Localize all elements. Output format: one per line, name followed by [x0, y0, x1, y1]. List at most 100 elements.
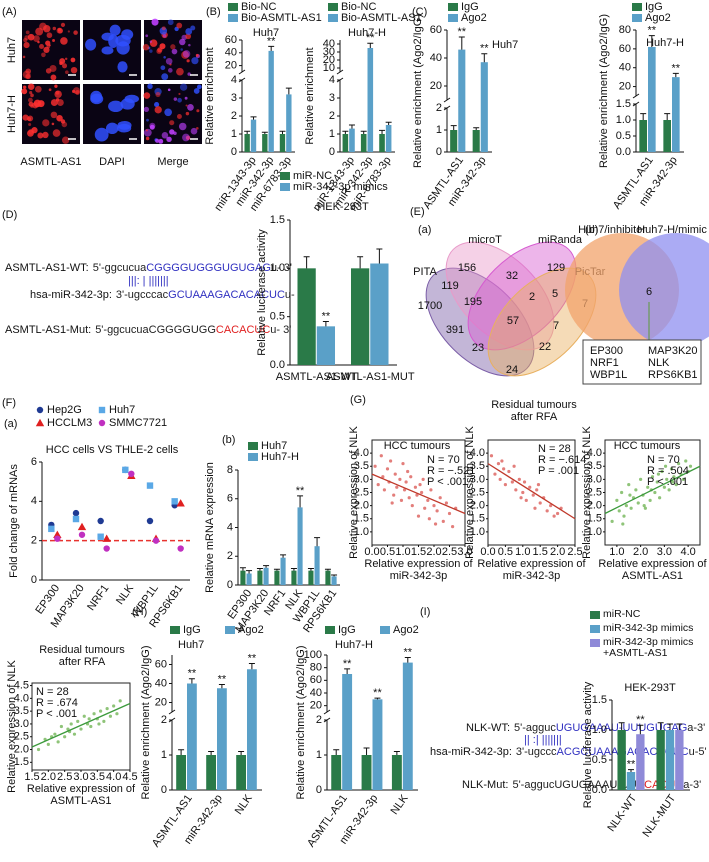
signal	[61, 136, 70, 144]
bar	[206, 755, 216, 790]
venn-count: 24	[506, 364, 518, 376]
error-bar	[676, 723, 683, 730]
signal	[166, 136, 172, 143]
error-bar	[404, 657, 411, 663]
point	[105, 706, 109, 711]
y-tick-label: 2.0	[587, 500, 602, 512]
fit-line	[371, 473, 466, 515]
bar	[626, 772, 636, 790]
venn-count: 23	[472, 342, 484, 354]
point	[89, 724, 93, 729]
significance: **	[296, 485, 305, 497]
signal	[171, 48, 178, 55]
bar	[360, 134, 367, 152]
y-tick-label: 20	[225, 60, 237, 72]
chart-title: HEK-293T	[317, 201, 369, 213]
x-axis-title: Relative expression of ASMTL-AS1	[26, 784, 136, 807]
signal	[50, 99, 58, 106]
error-bar	[188, 678, 195, 684]
point	[639, 477, 643, 481]
significance: **	[322, 310, 331, 322]
venn-count: 57	[507, 315, 519, 327]
x-tick-label: 1.0	[515, 546, 530, 558]
sequence-part: 3'-ugccc	[516, 746, 557, 758]
sequence-label: ASMTL-AS1-WT:	[5, 262, 89, 274]
bar	[274, 570, 280, 585]
bar	[450, 130, 458, 152]
sequence-part: a-3'	[687, 722, 705, 734]
point	[447, 511, 452, 516]
stat-label: R = −.614	[538, 454, 586, 466]
point	[536, 483, 541, 487]
point	[43, 737, 47, 741]
stat-label: P < .001	[36, 708, 77, 720]
point	[376, 483, 380, 487]
error-bar	[303, 256, 310, 269]
point	[672, 475, 676, 479]
point	[653, 490, 657, 495]
x-axis-title: Relative expression of miR-342-3p	[364, 559, 473, 582]
venn-count: 2	[529, 291, 535, 303]
signal	[173, 131, 177, 136]
dot	[122, 466, 129, 474]
bar	[314, 546, 320, 585]
signal	[151, 18, 159, 26]
y-tick-label: 80	[310, 662, 322, 674]
point	[521, 490, 525, 495]
stat-label: R = .504	[647, 465, 689, 477]
x-axis-title-box: Relative expression of ASMTL-AS1	[26, 784, 136, 807]
signal	[164, 108, 172, 117]
point	[658, 496, 662, 500]
sequence-part: GCUAAAGACACACUC	[168, 289, 285, 301]
legend-label: Ago2	[461, 12, 487, 24]
legend-label: Bio-ASMTL-AS1	[341, 12, 422, 24]
y-tick-label: 0	[436, 146, 442, 158]
legend-label: HCCLM3	[47, 417, 92, 429]
point	[502, 467, 506, 471]
venn-set	[445, 241, 555, 351]
error-bar	[307, 567, 314, 571]
point	[432, 504, 436, 508]
y-tick-label: 3.0	[587, 473, 602, 485]
error-bar	[367, 42, 374, 48]
sequence-line: hsa-miR-342-3p: 3'-ugcccacGCUAAAGACACACUC…	[30, 289, 306, 301]
point	[66, 727, 70, 731]
venn-count: 156	[458, 262, 476, 274]
signal	[193, 88, 200, 94]
signal	[179, 83, 188, 91]
error-bar	[314, 537, 321, 547]
point	[426, 498, 430, 502]
stat-label: P < .001	[427, 476, 468, 488]
bar	[236, 755, 246, 790]
x-tick-label: 0.5	[380, 546, 395, 558]
signal	[52, 129, 61, 137]
sequence-line: || :| |||||||	[524, 734, 562, 746]
bar	[250, 119, 257, 152]
legend-swatch	[248, 442, 258, 450]
signal	[162, 34, 167, 38]
y-axis-title: Relative luciferase activity	[256, 229, 268, 356]
y-tick-label: 3.0	[354, 473, 369, 485]
signal	[185, 111, 190, 116]
legend-swatch	[632, 3, 642, 11]
signal	[67, 30, 70, 33]
signal	[50, 111, 58, 119]
signal	[27, 33, 35, 41]
error-bar	[279, 130, 286, 134]
x-tick-label: 3.5	[90, 771, 105, 783]
chart-title: Residual tumours after RFA	[491, 400, 577, 423]
point	[402, 488, 407, 492]
point	[118, 699, 122, 703]
y-tick-label: 6	[227, 493, 233, 505]
error-bar	[285, 87, 292, 95]
signal	[34, 85, 42, 93]
y-tick-label: 4	[227, 521, 233, 533]
nucleus	[105, 122, 119, 135]
sequence-line: hsa-miR-342-3p:3'-ugcccACGCUAAAGACACACUC…	[430, 746, 707, 758]
point	[514, 488, 518, 492]
signal	[169, 129, 175, 135]
gene-box	[582, 339, 702, 385]
point	[393, 472, 397, 476]
point	[656, 472, 661, 476]
